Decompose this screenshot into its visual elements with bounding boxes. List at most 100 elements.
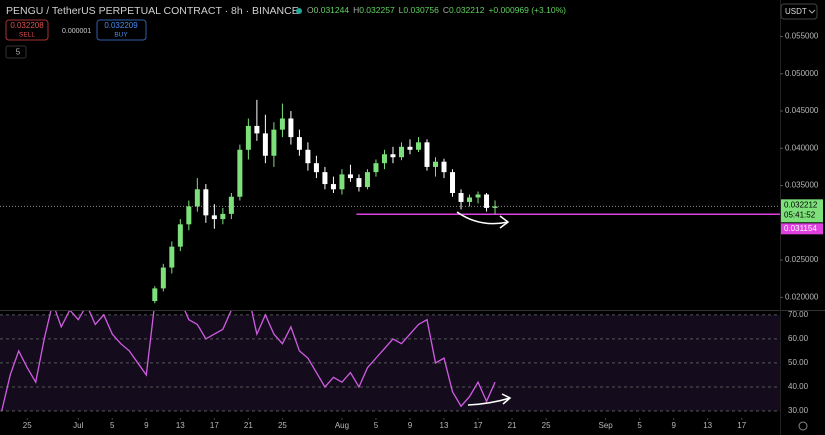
x-tick-label: 9 [408,421,413,430]
x-tick-label: 17 [210,421,219,430]
candle-body [381,154,387,164]
x-tick-label: 13 [440,421,449,430]
y-tick-label: 0.035000 [785,181,819,190]
last-price-label: 0.032212 [784,200,818,209]
candle-body [186,206,192,225]
candle-body [398,146,404,158]
currency-select[interactable] [780,3,818,20]
candle-body [237,149,243,197]
candle-body [415,142,421,150]
y-tick-label: 70.00 [788,310,809,319]
ohlc-row: O0.031244 H0.032257 L0.030756 C0.032212 +0.0… [307,5,566,15]
candle-body [169,246,175,268]
candle-body [424,142,430,167]
candle-body [288,118,294,138]
candle-body [407,146,413,150]
countdown: 05:41:52 [784,210,816,219]
candle-body [373,163,379,173]
x-tick-label: 5 [637,421,642,430]
symbol-title: PENGU / TetherUS PERPETUAL CONTRACT · 8h… [6,5,299,17]
x-tick-label: 13 [703,421,712,430]
x-tick-label: 9 [671,421,676,430]
y-tick-label: 0.055000 [785,32,819,41]
candle-body [356,178,362,188]
candles [0,99,780,304]
candle-body [390,154,396,158]
rsi-line [1,311,496,412]
x-tick-label: 13 [176,421,185,430]
candle-body [313,163,319,173]
x-tick-label: 5 [110,421,115,430]
candle-body [492,206,498,208]
last-price-badge [781,199,823,223]
y-tick-label: 0.040000 [785,143,819,152]
x-tick-label: Aug [335,421,349,430]
candle-body [245,125,251,150]
x-tick-label: Sep [599,421,614,430]
buy-label[interactable]: BUY [114,32,128,39]
support-label: 0.031154 [784,224,817,233]
candle-body [441,161,447,173]
candle-body [262,133,268,156]
annotation-arrow [456,211,510,229]
buy-button[interactable] [96,19,147,41]
x-tick-label: 25 [278,421,287,430]
candle-body [450,172,456,194]
change: +0.000969 (+3.10%) [488,5,566,15]
ohlc-key: L [399,5,404,15]
candle-body [364,172,370,188]
x-tick-label: 5 [374,421,379,430]
annotation-arrow [467,393,512,406]
candle-body [433,161,439,167]
x-tick-label: 17 [737,421,746,430]
y-tick-label: 0.050000 [785,69,819,78]
candle-body [152,288,158,302]
spread: 0.000001 [62,28,91,35]
indicator-toggle[interactable] [5,45,27,59]
y-tick-label: 0.025000 [785,255,819,264]
x-tick-label: 25 [23,421,32,430]
candle-body [458,193,464,202]
sell-label[interactable]: SELL [19,32,35,39]
candle-body [254,125,260,134]
ohlc-value: 0.030756 [403,5,439,15]
candle-body [305,149,311,164]
candle-body [194,189,200,207]
candle-body [211,215,217,220]
dropdown-caret[interactable] [808,9,816,14]
ohlc-key: C [443,5,449,15]
settings-icon[interactable] [798,421,808,431]
candle-body [484,194,490,208]
candle-body [467,197,473,202]
candle-body [220,213,226,220]
candle-body [177,224,183,247]
y-tick-label: 50.00 [788,358,809,367]
candle-body [330,184,336,190]
candle-body [203,189,209,216]
ohlc-key: H [353,5,359,15]
candle-body [160,267,166,289]
x-tick-label: 21 [508,421,517,430]
x-tick-label: 17 [474,421,483,430]
y-tick-label: 0.045000 [785,106,819,115]
ohlc-key: O [307,5,314,15]
ohlc-value: 0.032212 [449,5,485,15]
x-tick-label: 21 [244,421,253,430]
buy-price[interactable]: 0.032209 [104,21,138,30]
x-tick-label: Jul [73,421,83,430]
indicator-toggle-count[interactable]: 5 [16,48,21,57]
candle-body [347,174,353,179]
candle-body [271,129,277,156]
currency-label[interactable]: USDT [785,7,807,16]
y-tick-label: 0.020000 [785,292,819,301]
x-tick-label: 9 [144,421,149,430]
sell-price[interactable]: 0.032208 [10,21,44,30]
support-badge [781,223,823,235]
y-tick-label: 60.00 [788,334,809,343]
y-tick-label: 40.00 [788,382,809,391]
candle-body [475,194,481,198]
sell-button[interactable] [5,19,49,41]
x-tick-label: 25 [542,421,551,430]
ohlc-value: 0.031244 [314,5,350,15]
